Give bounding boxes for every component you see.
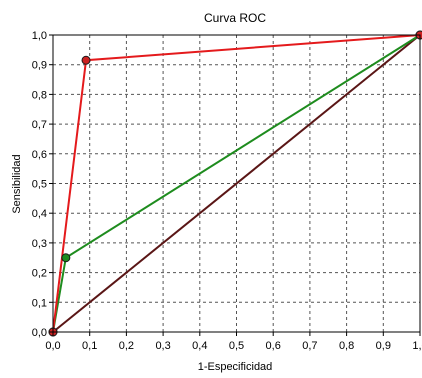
y-tick-labels: 0,0 0,1 0,2 0,3 0,4 0,5 0,6 0,7 0,8 0,9 1,0 (32, 30, 53, 339)
y-tick-label: 0,8 (32, 89, 47, 101)
series-2-point (81, 55, 91, 65)
series-1-point (61, 253, 71, 263)
x-tick-label: 0,6 (266, 340, 281, 352)
series-line-0 (52, 34, 421, 333)
y-tick-label: 0,4 (32, 208, 47, 220)
grid-lines (53, 35, 420, 332)
x-tick-label: 1,0 (412, 340, 422, 352)
y-tick-label: 1,0 (32, 30, 47, 42)
y-tick-label: 0,3 (32, 238, 47, 250)
x-tick-label: 0,7 (302, 340, 317, 352)
y-tick-label: 0,1 (32, 297, 47, 309)
y-tick-label: 0,6 (32, 149, 47, 161)
x-tick-label: 0,3 (155, 340, 170, 352)
x-tick-labels: 0,0 0,1 0,2 0,3 0,4 0,5 0,6 0,7 0,8 0,9 1,0 (45, 332, 422, 352)
x-tick-label: 0,5 (229, 340, 244, 352)
x-tick-label: 0,4 (192, 340, 207, 352)
y-axis-title: Sensibilidad (11, 154, 23, 213)
y-tick-label: 0,9 (32, 60, 47, 72)
x-tick-label: 0,8 (339, 340, 354, 352)
x-axis-title: 1-Especificidad (198, 361, 273, 373)
chart-title: Curva ROC (204, 11, 266, 25)
y-tick-label: 0,2 (32, 268, 47, 280)
x-tick-label: 0,2 (119, 340, 134, 352)
y-tick-label: 0,5 (32, 179, 47, 191)
x-tick-label: 0,9 (376, 340, 391, 352)
y-tick-label: 0,7 (32, 119, 47, 131)
y-tick-label: 0,0 (32, 327, 47, 339)
x-tick-label: 0,0 (45, 340, 60, 352)
x-tick-label: 0,1 (82, 340, 97, 352)
